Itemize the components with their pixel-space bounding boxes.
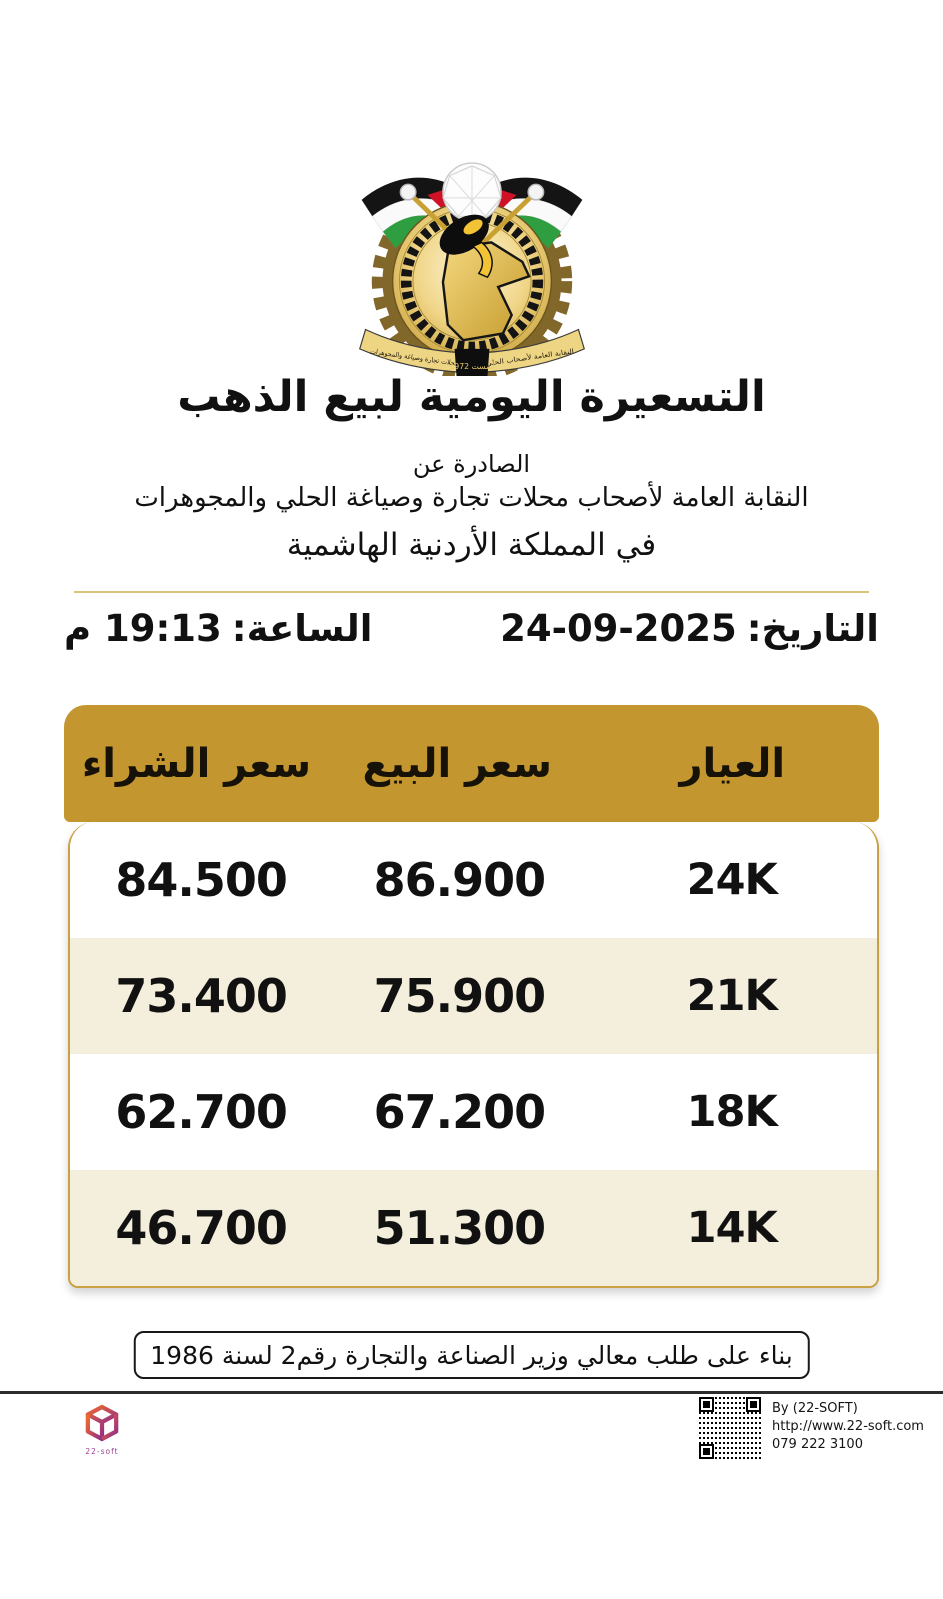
vendor-logo: 22-soft [82,1404,122,1456]
sell-price-cell: 75.900 [373,969,547,1023]
vendor-website: http://www.22-soft.com [772,1419,924,1435]
time-field: الساعة: 19:13 م [64,607,372,650]
sell-price-cell: 51.300 [373,1201,547,1255]
diamond-icon [441,162,502,222]
karat-cell: 21K [686,971,778,1021]
vendor-credit-block: By (22-SOFT) http://www.22-soft.com 079 … [772,1400,924,1455]
footer-divider [0,1391,943,1394]
buy-price-cell: 84.500 [115,853,288,907]
price-table-body: 24K 86.900 84.500 21K 75.900 73.400 18K … [68,822,879,1288]
qr-finder-icon [699,1397,714,1412]
price-table-header: العيار سعر البيع سعر الشراء [64,705,879,822]
issued-by-label: الصادرة عن [412,450,531,478]
vendor-phone: 079 222 3100 [772,1437,863,1453]
date-field: التاريخ: 24-09-2025 [500,607,879,650]
table-row: 21K 75.900 73.400 [70,938,877,1054]
buy-price-cell: 46.700 [115,1201,288,1255]
meander-ring [400,209,543,353]
table-row: 14K 51.300 46.700 [70,1170,877,1286]
table-row: 18K 67.200 62.700 [70,1054,877,1170]
buy-price-cell: 62.700 [115,1085,288,1139]
legal-note-text: بناء على طلب معالي وزير الصناعة والتجارة… [150,1340,793,1370]
established-label: أسست 1972 [449,361,494,371]
date-label: التاريخ: [746,607,879,650]
karat-cell: 24K [686,855,778,905]
date-value: 24-09-2025 [500,607,737,650]
karat-cell: 18K [686,1087,778,1137]
syndicate-emblem-graphic: النقابة العامة لأصحاب الحلي محلات تجارة … [358,162,585,376]
qr-finder-icon [699,1444,714,1459]
page-title: التسعيرة اليومية لبيع الذهب [177,372,766,422]
qr-code [697,1395,763,1461]
time-label: الساعة: [231,607,373,650]
time-value: 19:13 م [64,607,222,650]
datetime-row: التاريخ: 24-09-2025 الساعة: 19:13 م [64,607,879,650]
karat-cell: 14K [686,1203,778,1253]
column-header-buy: سعر الشراء [81,740,312,787]
jordan-map [441,241,531,342]
vendor-credit: By (22-SOFT) [772,1401,858,1416]
sell-price-cell: 86.900 [373,853,547,907]
vendor-logo-label: 22-soft [85,1447,119,1456]
sell-price-cell: 67.200 [373,1085,547,1139]
crucible-icon [439,214,493,279]
syndicate-emblem: النقابة العامة لأصحاب الحلي محلات تجارة … [0,134,943,376]
buy-price-cell: 73.400 [115,969,288,1023]
qr-finder-icon [746,1397,761,1412]
ribbon-center [454,348,489,376]
region-name: في المملكة الأردنية الهاشمية [286,527,657,563]
table-row: 24K 86.900 84.500 [70,822,877,938]
legal-note: بناء على طلب معالي وزير الصناعة والتجارة… [133,1331,810,1379]
column-header-karat: العيار [679,740,786,787]
issuer-name: النقابة العامة لأصحاب محلات تجارة وصياغة… [134,483,809,513]
column-header-sell: سعر البيع [362,740,552,787]
gold-divider [74,591,869,593]
ribbon-right-wing [480,328,585,373]
cube-logo-icon [85,1404,119,1442]
